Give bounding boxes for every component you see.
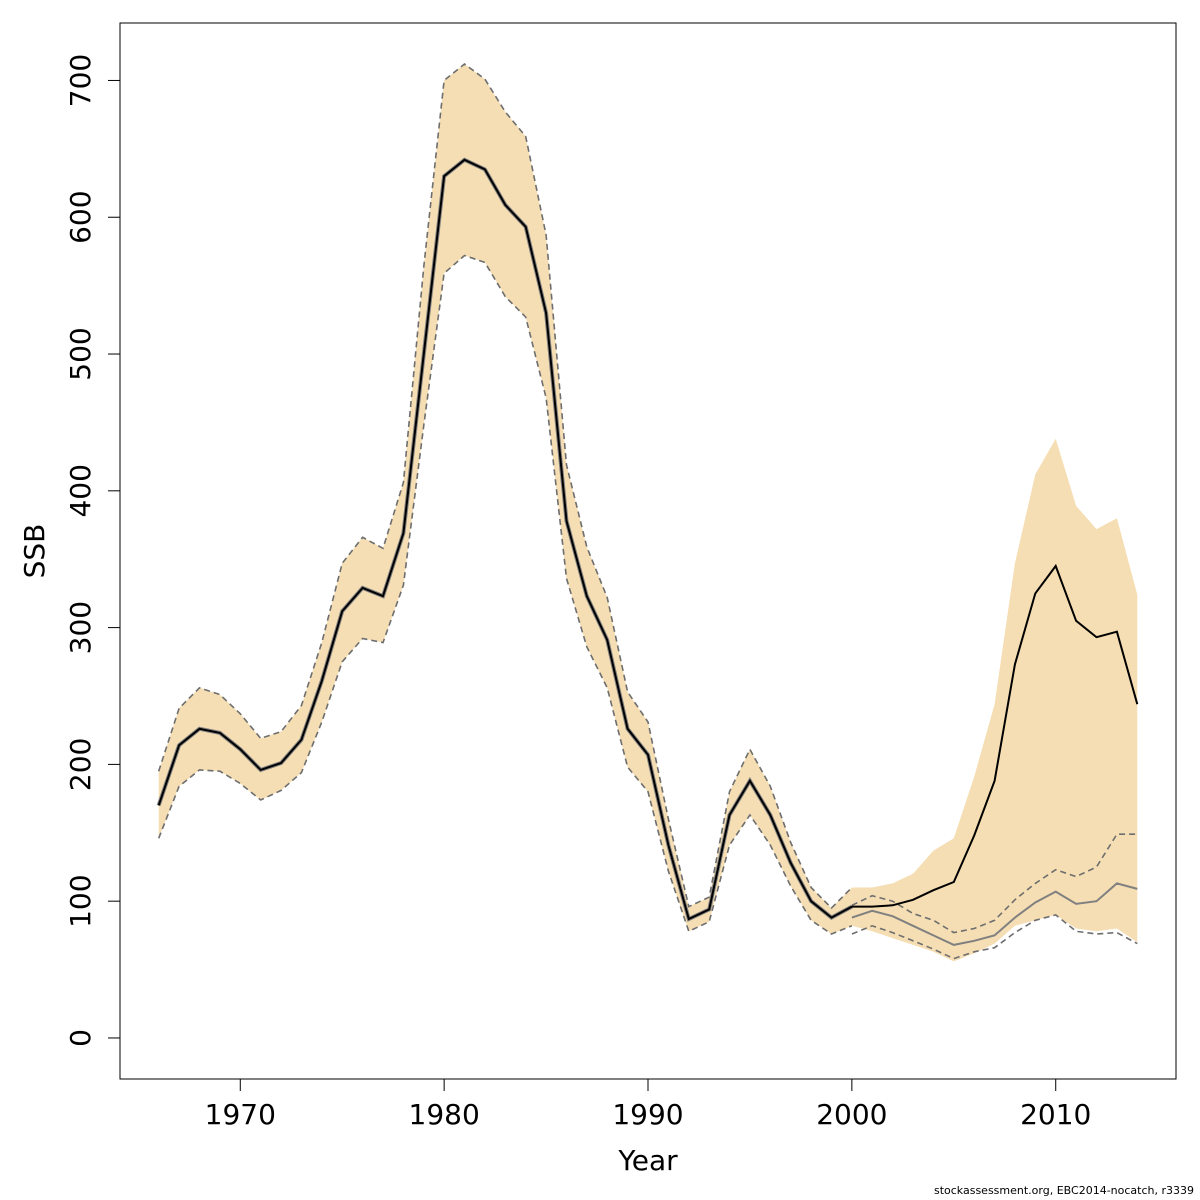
y-tick-label: 0 (64, 1029, 97, 1047)
previous-estimate-line (851, 882, 1138, 946)
y-axis-label: SSB (18, 524, 51, 579)
y-axis: 0 100 200 300 400 500 600 700 (64, 54, 121, 1047)
x-tick-label: 2000 (816, 1098, 887, 1131)
y-tick-label: 300 (64, 601, 97, 654)
credit-text: stockassessment.org, EBC2014-nocatch, r3… (933, 1184, 1194, 1197)
x-tick-label: 1990 (612, 1098, 683, 1131)
y-tick-label: 600 (64, 190, 97, 243)
band-lower-edge (157, 254, 853, 935)
series-layer (156, 62, 1139, 962)
confidence-band (158, 64, 1138, 962)
x-tick-label: 1970 (205, 1098, 276, 1131)
ssb-estimate-line (157, 158, 1139, 921)
previous-lower-line (851, 914, 1138, 960)
band-upper-edge (157, 62, 853, 910)
y-tick-label: 500 (64, 327, 97, 380)
x-axis: 1970 1980 1990 2000 2010 (205, 1078, 1091, 1131)
y-tick-label: 400 (64, 464, 97, 517)
x-tick-label: 2010 (1020, 1098, 1091, 1131)
y-tick-label: 100 (64, 874, 97, 927)
y-tick-label: 200 (64, 738, 97, 791)
x-axis-label: Year (617, 1144, 678, 1177)
previous-upper-line (851, 833, 1138, 934)
y-tick-label: 700 (64, 54, 97, 107)
x-tick-label: 1980 (409, 1098, 480, 1131)
